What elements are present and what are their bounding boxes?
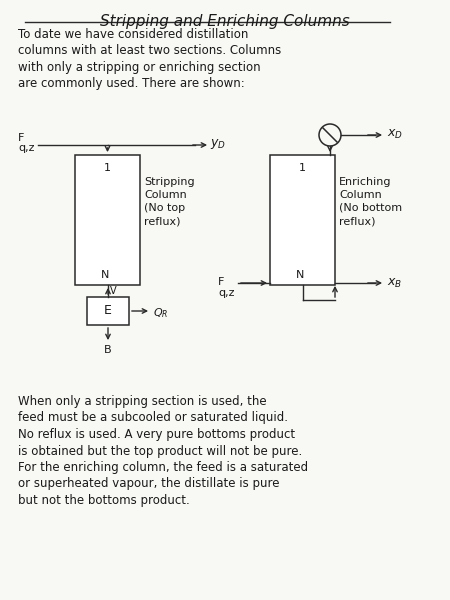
Text: $y_D$: $y_D$ (210, 137, 226, 151)
Bar (87, 297, 129, 325)
Text: but not the bottoms product.: but not the bottoms product. (18, 494, 190, 507)
Text: N: N (296, 270, 305, 280)
Text: Column: Column (144, 190, 187, 200)
Text: Enriching: Enriching (339, 177, 392, 187)
Text: Stripping and Enriching Columns: Stripping and Enriching Columns (100, 14, 350, 29)
Text: No reflux is used. A very pure bottoms product: No reflux is used. A very pure bottoms p… (18, 428, 295, 441)
Text: F: F (218, 277, 225, 287)
Text: are commonly used. There are shown:: are commonly used. There are shown: (18, 77, 245, 91)
Text: reflux): reflux) (144, 216, 180, 226)
Text: N: N (101, 270, 110, 280)
Text: To date we have considered distillation: To date we have considered distillation (18, 28, 248, 41)
Text: $x_D$: $x_D$ (387, 128, 403, 141)
Text: q,z: q,z (218, 288, 234, 298)
Text: For the enriching column, the feed is a saturated: For the enriching column, the feed is a … (18, 461, 308, 474)
Text: 1: 1 (299, 163, 306, 173)
Text: Column: Column (339, 190, 382, 200)
Text: (No top: (No top (144, 203, 185, 213)
Text: columns with at least two sections. Columns: columns with at least two sections. Colu… (18, 44, 281, 58)
Text: feed must be a subcooled or saturated liquid.: feed must be a subcooled or saturated li… (18, 412, 288, 425)
Text: q,z: q,z (18, 143, 35, 153)
Text: (No bottom: (No bottom (339, 203, 402, 213)
Text: B: B (104, 345, 112, 355)
Text: E: E (104, 304, 112, 317)
Text: When only a stripping section is used, the: When only a stripping section is used, t… (18, 395, 266, 408)
Text: is obtained but the top product will not be pure.: is obtained but the top product will not… (18, 445, 302, 457)
Bar (75, 155, 140, 285)
Text: reflux): reflux) (339, 216, 375, 226)
Text: or superheated vapour, the distillate is pure: or superheated vapour, the distillate is… (18, 478, 279, 491)
Text: $x_B$: $x_B$ (387, 277, 402, 290)
Text: 1: 1 (104, 163, 111, 173)
Text: with only a stripping or enriching section: with only a stripping or enriching secti… (18, 61, 261, 74)
Text: V: V (110, 286, 117, 296)
Bar (270, 155, 335, 285)
Text: Stripping: Stripping (144, 177, 194, 187)
Text: $Q_R$: $Q_R$ (153, 306, 168, 320)
Text: F: F (18, 133, 24, 143)
